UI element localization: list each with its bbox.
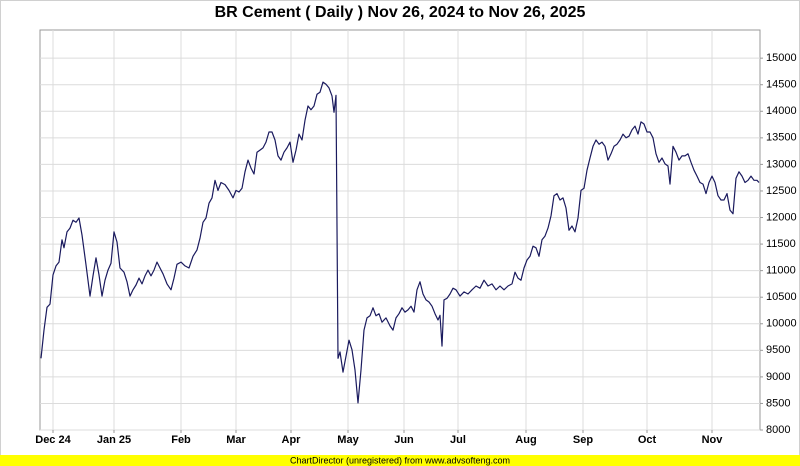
y-tick-label: 15000 [766, 52, 797, 64]
y-tick-label: 14000 [766, 105, 797, 117]
y-tick-label: 14500 [766, 79, 797, 91]
grid [40, 30, 763, 433]
x-tick-label: May [337, 434, 359, 446]
footer-bar [0, 455, 800, 466]
y-tick-label: 11500 [766, 238, 796, 250]
x-tick-label: Aug [515, 434, 536, 446]
x-tick-label: Jan 25 [97, 434, 131, 446]
x-tick-label: Sep [573, 434, 593, 446]
x-tick-label: Oct [638, 434, 657, 446]
plot-area [39, 29, 761, 431]
x-tick-label: Jul [450, 434, 466, 446]
x-tick-label: Feb [171, 434, 191, 446]
y-tick-label: 8000 [766, 424, 790, 436]
chart-title: BR Cement ( Daily ) Nov 26, 2024 to Nov … [215, 4, 586, 21]
y-tick-label: 10000 [766, 318, 797, 330]
y-tick-label: 12500 [766, 185, 797, 197]
x-tick-label: Dec 24 [35, 434, 71, 446]
footer: ChartDirector (unregistered) from www.ad… [290, 455, 510, 465]
y-tick-label: 10500 [766, 291, 797, 303]
x-tick-label: Apr [282, 434, 302, 446]
y-tick-label: 13000 [766, 158, 797, 170]
y-tick-label: 12000 [766, 211, 797, 223]
y-tick-label: 9500 [766, 344, 790, 356]
y-tick-label: 8500 [766, 397, 790, 409]
marks [40, 81, 760, 404]
price-line [40, 81, 760, 404]
x-tick-label: Nov [702, 434, 724, 446]
x-tick-label: Jun [394, 434, 414, 446]
y-tick-label: 13500 [766, 132, 797, 144]
y-tick-label: 9000 [766, 371, 790, 383]
x-tick-label: Mar [226, 434, 246, 446]
y-tick-label: 11000 [766, 265, 796, 277]
